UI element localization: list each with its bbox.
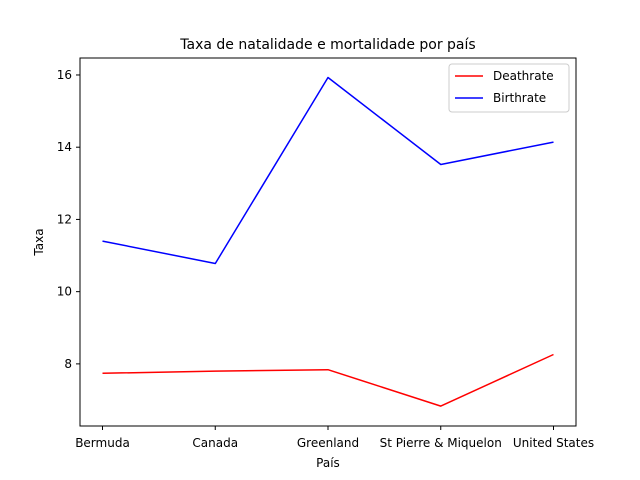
y-tick-label: 16 bbox=[57, 68, 72, 82]
x-tick-label: Canada bbox=[192, 436, 238, 450]
birthrate-series-line bbox=[102, 76, 554, 265]
birthrate-legend-label: Birthrate bbox=[493, 91, 546, 105]
x-axis-label: País bbox=[316, 456, 340, 470]
plot-area-frame bbox=[79, 57, 577, 427]
x-tick-label: St Pierre & Miquelon bbox=[380, 436, 502, 450]
y-axis-label: Taxa bbox=[32, 228, 46, 256]
x-axis: Bermuda Canada Greenland St Pierre & Miquel… bbox=[75, 426, 594, 450]
x-tick-label: Greenland bbox=[297, 436, 359, 450]
series-layer bbox=[102, 76, 554, 407]
x-tick-label: United States bbox=[513, 436, 594, 450]
y-tick-label: 8 bbox=[64, 357, 72, 371]
deathrate-series-line bbox=[102, 353, 554, 407]
legend: Deathrate Birthrate bbox=[448, 63, 570, 113]
deathrate-legend-label: Deathrate bbox=[493, 69, 554, 83]
y-tick-label: 10 bbox=[57, 285, 72, 299]
y-tick-label: 14 bbox=[57, 140, 72, 154]
x-tick-label: Bermuda bbox=[75, 436, 130, 450]
chart-title: Taxa de natalidade e mortalidade por paí… bbox=[179, 37, 475, 53]
y-axis: 8 10 12 14 16 bbox=[57, 68, 80, 371]
y-tick-label: 12 bbox=[57, 212, 72, 226]
